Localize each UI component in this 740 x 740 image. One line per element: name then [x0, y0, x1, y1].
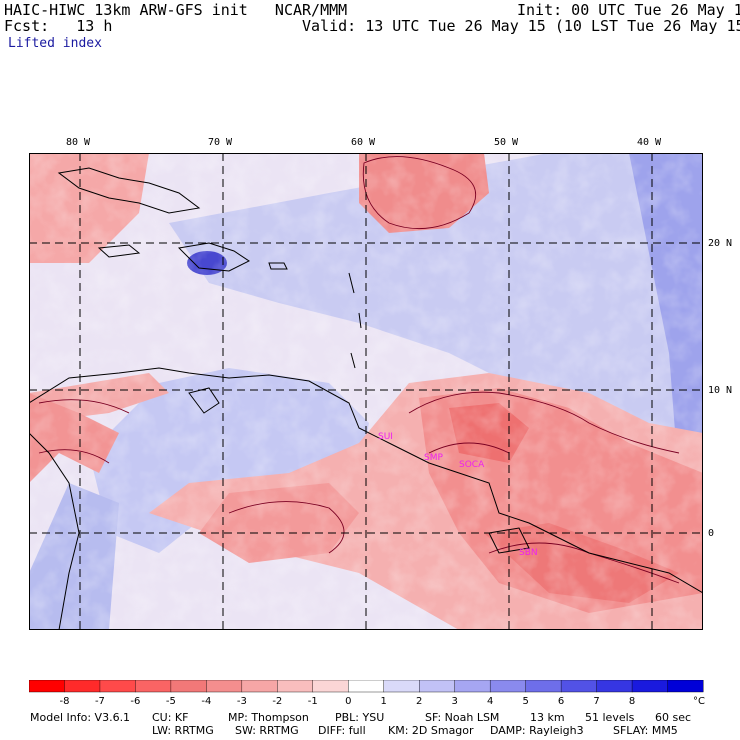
- station-label-sui: SUI: [378, 432, 393, 442]
- colorbar-tick-label: -4: [201, 696, 211, 707]
- footer-timestep: 60 sec: [655, 711, 692, 724]
- valid-time: Valid: 13 UTC Tue 26 May 15 (10 LST Tue …: [302, 17, 740, 35]
- colorbar-tick-label: -1: [308, 696, 318, 707]
- field-name: Lifted index: [8, 36, 102, 51]
- colorbar-tick-label: -6: [130, 696, 140, 707]
- lon-label-70w: 70 W: [208, 137, 233, 148]
- andes-coast: [29, 432, 80, 630]
- map-frame: [29, 153, 703, 630]
- lon-label-50w: 50 W: [494, 137, 519, 148]
- colorbar-cell: [489, 680, 527, 693]
- footer-lw: LW: RRTMG: [152, 724, 214, 737]
- station-label-smp: SMP: [424, 453, 443, 463]
- lifted-index-map: SUI SMP SOCA SBN: [29, 153, 703, 630]
- contour-lines: [38, 156, 680, 584]
- colorbar-tick-label: 1: [381, 696, 387, 707]
- contour-colombia: [38, 399, 130, 464]
- footer-levels: 51 levels: [585, 711, 635, 724]
- colorbar-tick-label: -8: [59, 696, 69, 707]
- jamaica-coast: [97, 244, 141, 258]
- footer-diff: DIFF: full: [318, 724, 366, 737]
- footer-cu: CU: KF: [152, 711, 189, 724]
- colorbar-cell: [348, 680, 385, 693]
- colorbar-cell: [525, 680, 562, 693]
- colorbar-tick-label: 4: [487, 696, 493, 707]
- colorbar-cell: [170, 680, 207, 693]
- colorbar-tick-label: 5: [522, 696, 528, 707]
- colorbar: -8 -7 -6 -5 -4 -3 -2 -1 0 1 2 3 4 5 6 7 8 °C: [29, 680, 705, 707]
- footer-sflay: SFLAY: MM5: [613, 724, 678, 737]
- contour-guianas: [408, 391, 680, 454]
- colorbar-cell: [631, 680, 669, 693]
- colorbar-cell: [241, 680, 278, 693]
- colorbar-tick-label: -2: [272, 696, 282, 707]
- lat-label-20n: 20 N: [708, 238, 733, 249]
- colorbar-cell: [277, 680, 314, 693]
- colorbar-cells: [29, 680, 704, 693]
- marajo-island: [488, 527, 530, 554]
- colorbar-tick-label: 3: [451, 696, 457, 707]
- footer-km: KM: 2D Smagor: [388, 724, 474, 737]
- colorbar-cell: [383, 680, 420, 693]
- footer-damp: DAMP: Rayleigh3: [490, 724, 584, 737]
- lesser-antilles: [348, 272, 362, 369]
- puerto-rico-coast: [268, 262, 288, 270]
- colorbar-tick-label: 6: [558, 696, 564, 707]
- coastlines: [29, 167, 703, 630]
- colorbar-tick-label: 8: [629, 696, 635, 707]
- south-america-north-coast: [29, 367, 703, 594]
- lat-lon-grid: [29, 153, 703, 630]
- footer-resolution: 13 km: [530, 711, 565, 724]
- cuba-coast: [57, 167, 201, 214]
- colorbar-cell: [29, 680, 65, 693]
- station-label-soca: SOCA: [459, 460, 485, 470]
- colorbar-tick-label: -7: [95, 696, 105, 707]
- model-title: HAIC-HIWC 13km ARW-GFS init NCAR/MMM: [4, 1, 348, 19]
- footer-sw: SW: RRTMG: [235, 724, 299, 737]
- colorbar-cell: [667, 680, 704, 693]
- colorbar-cell: [135, 680, 172, 693]
- forecast-hour: Fcst: 13 h: [4, 17, 113, 35]
- footer-model-info: Model Info: V3.6.1: [30, 711, 131, 724]
- colorbar-tick-label: -5: [166, 696, 176, 707]
- colorbar-cell: [99, 680, 136, 693]
- lat-label-0: 0: [708, 528, 715, 539]
- footer-sf: SF: Noah LSM: [425, 711, 500, 724]
- init-time: Init: 00 UTC Tue 26 May 15: [517, 1, 740, 19]
- contour-north: [362, 156, 477, 230]
- colorbar-cell: [454, 680, 491, 693]
- lon-label-60w: 60 W: [351, 137, 376, 148]
- colorbar-cell: [206, 680, 243, 693]
- colorbar-cell: [596, 680, 633, 693]
- colorbar-cell: [560, 680, 598, 693]
- colorbar-unit: °C: [693, 696, 705, 707]
- colorbar-tick-label: 2: [416, 696, 422, 707]
- footer-pbl: PBL: YSU: [335, 711, 385, 724]
- colorbar-cell: [64, 680, 101, 693]
- colorbar-cell: [419, 680, 456, 693]
- lon-label-80w: 80 W: [66, 137, 91, 148]
- contour-interior: [228, 501, 345, 554]
- hispaniola-coast: [177, 242, 250, 272]
- colorbar-ticks: -8 -7 -6 -5 -4 -3 -2 -1 0 1 2 3 4 5 6 7 8: [59, 696, 635, 707]
- lon-label-40w: 40 W: [637, 137, 662, 148]
- station-label-sbn: SBN: [519, 548, 538, 558]
- colorbar-cell: [312, 680, 349, 693]
- colorbar-tick-label: 0: [345, 696, 351, 707]
- colorbar-tick-label: -3: [237, 696, 247, 707]
- lat-label-10n: 10 N: [708, 385, 733, 396]
- colorbar-tick-label: 7: [593, 696, 599, 707]
- footer-mp: MP: Thompson: [228, 711, 309, 724]
